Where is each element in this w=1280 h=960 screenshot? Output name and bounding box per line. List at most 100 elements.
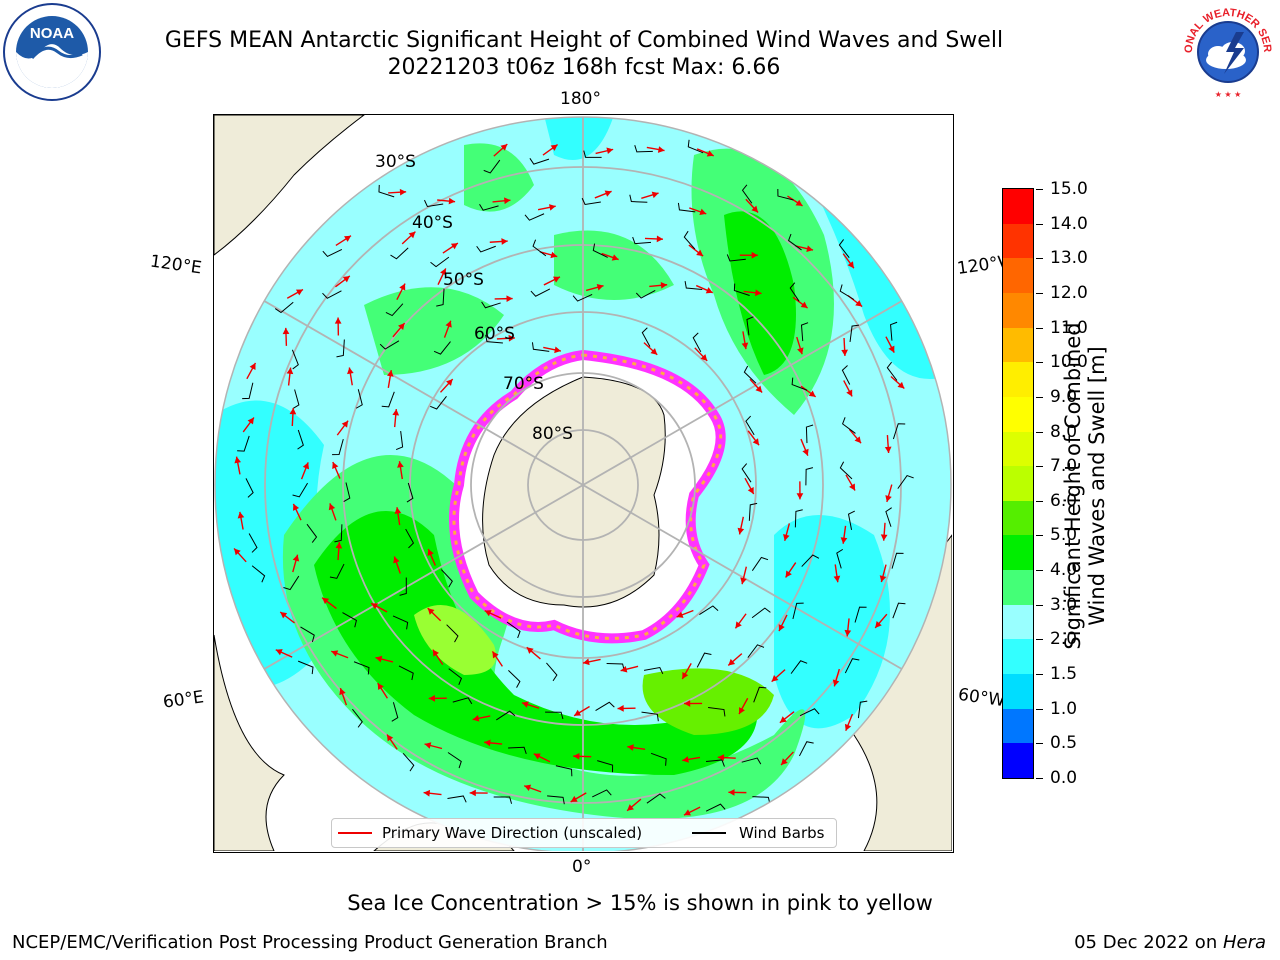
wind-barb xyxy=(597,760,614,773)
wave-arrow-head xyxy=(397,461,404,468)
colorbar-tick-label: 13.0 xyxy=(1050,248,1088,269)
wind-barb xyxy=(381,391,395,408)
colorbar-band xyxy=(1003,258,1033,293)
wind-barb xyxy=(447,752,462,769)
wind-barb xyxy=(545,711,564,720)
wind-barb xyxy=(791,377,808,391)
wave-arrow-head xyxy=(292,503,300,511)
colorbar-band xyxy=(1003,466,1033,501)
wave-arrow-head xyxy=(785,570,792,578)
wind-barb xyxy=(854,606,867,623)
wind-barb xyxy=(322,290,342,299)
colorbar-band xyxy=(1003,431,1033,467)
wave-arrow-head xyxy=(781,758,788,766)
wave-arrow-head xyxy=(247,417,254,425)
colorbar-band xyxy=(1003,639,1033,675)
wave-arrow-head xyxy=(393,556,400,564)
wave-arrow-head xyxy=(740,577,747,585)
wave-arrow-head xyxy=(706,150,714,157)
wind-barb xyxy=(274,301,294,314)
wave-arrow-head xyxy=(234,548,241,556)
wave-arrow-head xyxy=(657,146,665,153)
wind-barb xyxy=(799,741,814,757)
wind-barb xyxy=(508,746,527,755)
wind-barb xyxy=(402,752,415,772)
meridian-label-60w: 60°W xyxy=(956,684,1007,712)
colorbar-tick-label: 2.0 xyxy=(1050,629,1078,650)
wave-arrow-head xyxy=(752,438,760,446)
wave-arrow-head xyxy=(282,327,290,335)
wave-arrow-head xyxy=(611,254,619,261)
wind-barb xyxy=(297,429,304,450)
colorbar-tick xyxy=(1036,535,1043,537)
meridian-label-0: 0° xyxy=(572,857,592,877)
wave-glyph-layer xyxy=(233,139,914,816)
wave-arrow-head xyxy=(440,268,447,276)
wind-barb xyxy=(334,524,343,543)
colorbar-band xyxy=(1003,743,1033,778)
wind-barb xyxy=(632,236,652,245)
wave-arrow-head xyxy=(741,342,749,350)
colorbar-tick-label: 5.0 xyxy=(1050,525,1078,546)
wind-barb xyxy=(748,502,758,521)
wave-arrow-head xyxy=(328,503,336,511)
wave-arrow-head xyxy=(399,188,407,196)
wave-arrow-head xyxy=(342,275,350,283)
wind-barb xyxy=(891,552,904,569)
wave-arrow-head xyxy=(341,420,349,428)
wave-arrow-head xyxy=(735,621,742,629)
wave-arrow-head xyxy=(885,495,892,502)
meridian-label-120e: 120°E xyxy=(148,251,203,279)
wave-arrow-head xyxy=(728,658,736,666)
wave-arrow-head xyxy=(280,612,288,619)
colorbar-tick-label: 0.5 xyxy=(1050,733,1078,754)
wind-barb xyxy=(390,247,409,260)
wind-barb xyxy=(849,324,860,343)
wind-barb xyxy=(506,621,521,639)
wave-arrow-head xyxy=(427,549,434,557)
colorbar-tick-label: 12.0 xyxy=(1050,282,1088,303)
wind-barb xyxy=(836,548,844,569)
wind-barb-swatch xyxy=(692,832,726,834)
colorbar-tick xyxy=(1036,778,1043,779)
wave-arrow-head xyxy=(620,665,628,673)
wave-arrow-head xyxy=(375,655,383,663)
colorbar-tick-label: 1.5 xyxy=(1050,664,1078,685)
wave-arrow-head xyxy=(427,608,435,615)
lat-label-50s: 50°S xyxy=(443,270,484,290)
wind-barb xyxy=(892,423,906,440)
wind-barb xyxy=(790,660,808,674)
colorbar-tick xyxy=(1036,743,1043,745)
wind-barb xyxy=(794,509,803,528)
wave-arrow-head xyxy=(854,436,862,444)
wave-arrow-head xyxy=(717,754,725,761)
wave-arrow-head xyxy=(806,245,814,252)
wave-arrow-head xyxy=(627,744,634,751)
wave-arrow-head xyxy=(755,289,762,297)
wave-arrow-head xyxy=(492,651,499,659)
colorbar-tick xyxy=(1036,570,1043,572)
wave-arrow-head xyxy=(552,276,560,283)
wave-arrow-head xyxy=(684,700,691,707)
wind-barb xyxy=(343,482,351,502)
wave-arrow-head xyxy=(484,739,491,747)
wave-arrow-head xyxy=(841,349,848,356)
wind-barb xyxy=(629,194,648,203)
colorbar-band xyxy=(1003,223,1033,259)
wave-arrow-head xyxy=(237,511,245,519)
wind-barb xyxy=(292,482,308,498)
wave-arrow-head xyxy=(550,144,558,151)
wave-arrow-head xyxy=(450,243,458,250)
wave-arrow-head xyxy=(617,705,624,712)
wave-arrow-head xyxy=(500,144,508,151)
wind-barb xyxy=(581,197,601,206)
wind-barb xyxy=(245,478,254,498)
wave-arrow-head xyxy=(472,715,480,722)
wind-barb xyxy=(251,565,266,583)
wave-arrow-head xyxy=(570,795,578,802)
colorbar-band xyxy=(1003,396,1033,432)
colorbar-tick-label: 0.0 xyxy=(1050,768,1078,788)
wave-arrow-head xyxy=(332,462,339,469)
wave-arrow-head xyxy=(847,261,854,269)
wave-arrow-head xyxy=(554,346,561,354)
